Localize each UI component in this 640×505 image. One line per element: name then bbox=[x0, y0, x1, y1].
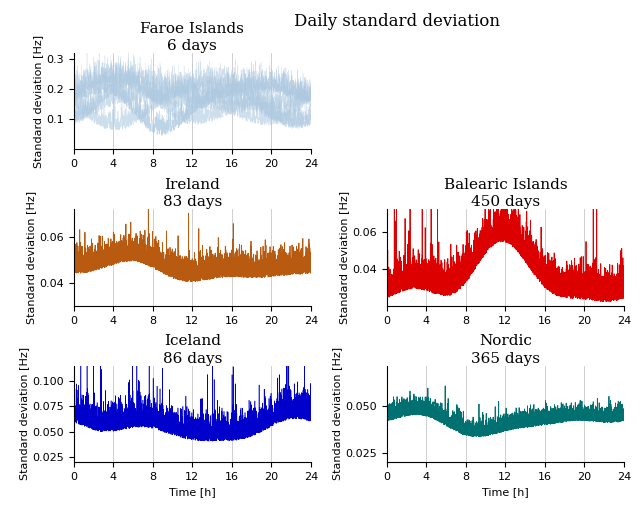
Y-axis label: Standard deviation [Hz]: Standard deviation [Hz] bbox=[19, 347, 29, 480]
Y-axis label: Standard deviation [Hz]: Standard deviation [Hz] bbox=[26, 191, 36, 324]
Title: Iceland
86 days: Iceland 86 days bbox=[163, 334, 222, 366]
Y-axis label: Standard deviation [Hz]: Standard deviation [Hz] bbox=[33, 35, 44, 168]
Title: Nordic
365 days: Nordic 365 days bbox=[471, 334, 540, 366]
Y-axis label: Standard deviation [Hz]: Standard deviation [Hz] bbox=[333, 347, 342, 480]
X-axis label: Time [h]: Time [h] bbox=[482, 487, 529, 497]
X-axis label: Time [h]: Time [h] bbox=[169, 487, 216, 497]
Title: Balearic Islands
450 days: Balearic Islands 450 days bbox=[444, 178, 567, 209]
Title: Faroe Islands
6 days: Faroe Islands 6 days bbox=[140, 22, 244, 53]
Y-axis label: Standard deviation [Hz]: Standard deviation [Hz] bbox=[339, 191, 349, 324]
Title: Ireland
83 days: Ireland 83 days bbox=[163, 178, 222, 209]
Text: Daily standard deviation: Daily standard deviation bbox=[294, 13, 500, 30]
